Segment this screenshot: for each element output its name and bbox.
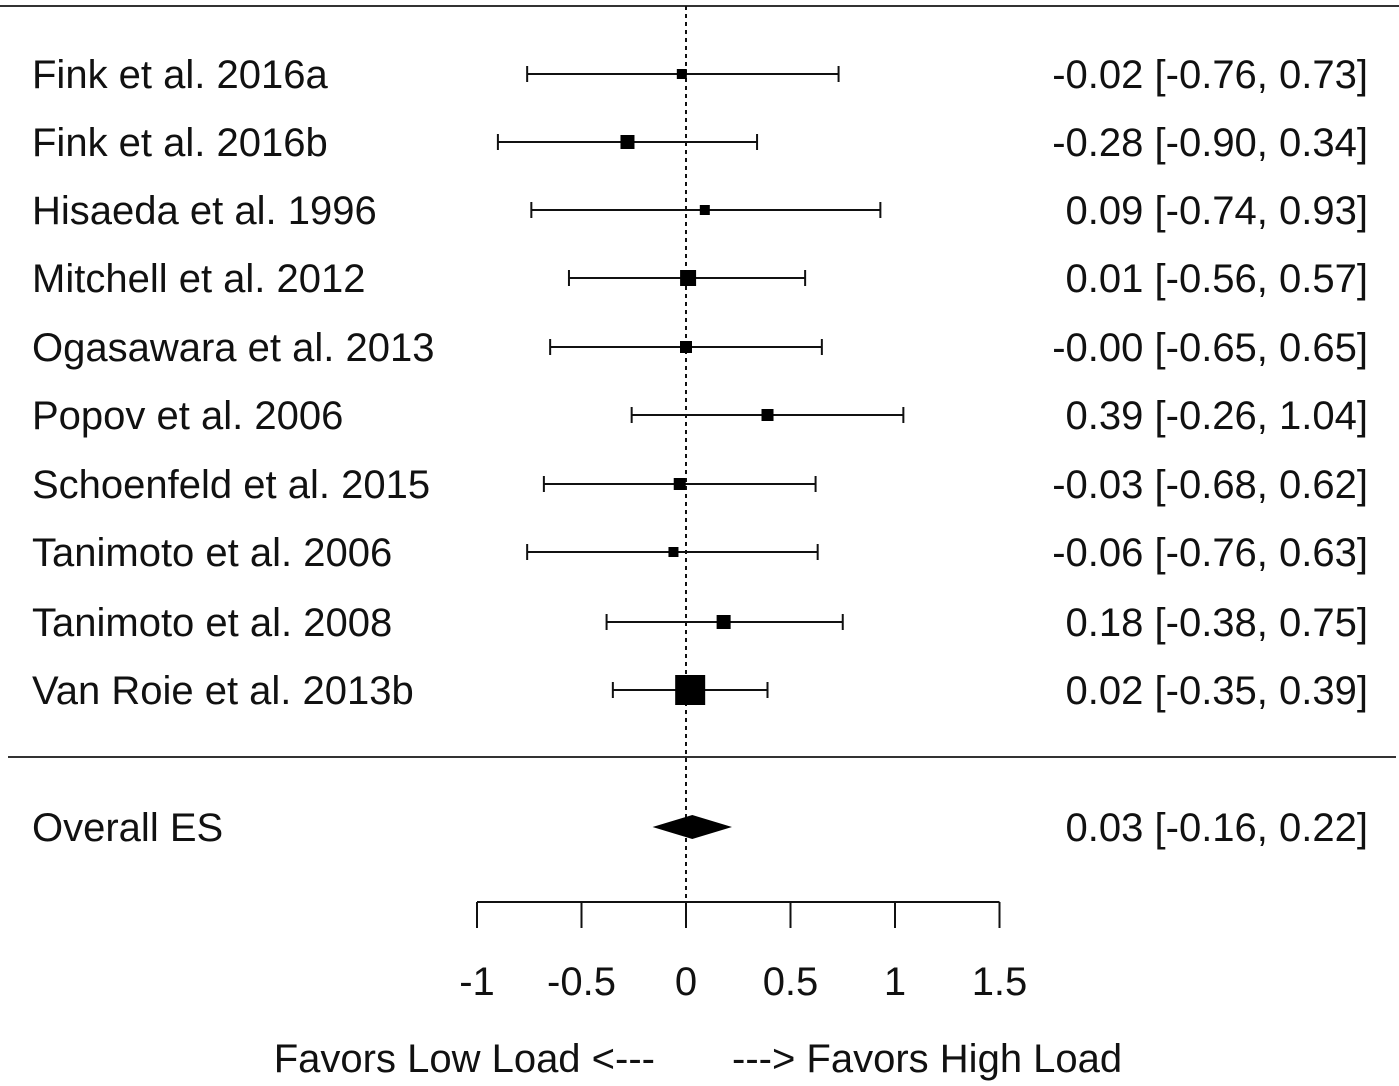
- study-row: Mitchell et al. 2012 0.01 [-0.56, 0.57]: [32, 257, 1368, 301]
- study-label: Tanimoto et al. 2006: [32, 531, 392, 575]
- effect-size-text: -0.02 [-0.76, 0.73]: [1052, 53, 1368, 97]
- effect-size-text: 0.18 [-0.38, 0.75]: [1066, 601, 1368, 645]
- study-row: Ogasawara et al. 2013 -0.00 [-0.65, 0.65]: [32, 326, 1368, 370]
- effect-size-text: -0.03 [-0.68, 0.62]: [1052, 463, 1368, 507]
- effect-size-marker: [680, 341, 692, 353]
- study-row: Popov et al. 2006 0.39 [-0.26, 1.04]: [32, 394, 1368, 438]
- effect-size-text: 0.39 [-0.26, 1.04]: [1066, 394, 1368, 438]
- study-row: Hisaeda et al. 1996 0.09 [-0.74, 0.93]: [32, 189, 1368, 233]
- study-label: Ogasawara et al. 2013: [32, 326, 434, 370]
- effect-size-marker: [620, 135, 635, 149]
- x-tick-label: 0: [675, 960, 697, 1004]
- xlabel-left: Favors Low Load <---: [274, 1037, 655, 1081]
- effect-size-text: 0.09 [-0.74, 0.93]: [1066, 189, 1368, 233]
- overall-effect-text: 0.03 [-0.16, 0.22]: [1066, 806, 1368, 850]
- study-row: Tanimoto et al. 2006 -0.06 [-0.76, 0.63]: [32, 531, 1368, 575]
- effect-size-marker: [676, 69, 687, 79]
- study-row: Van Roie et al. 2013b 0.02 [-0.35, 0.39]: [32, 669, 1368, 713]
- effect-size-text: -0.00 [-0.65, 0.65]: [1052, 326, 1368, 370]
- effect-size-marker: [680, 270, 697, 286]
- x-tick-label: -1: [459, 960, 495, 1004]
- effect-size-marker: [668, 547, 679, 557]
- x-tick-label: 0.5: [763, 960, 819, 1004]
- x-tick-label: 1: [884, 960, 906, 1004]
- effect-size-marker: [699, 205, 710, 215]
- study-label: Schoenfeld et al. 2015: [32, 463, 430, 507]
- x-tick-label: 1.5: [972, 960, 1028, 1004]
- effect-size-text: 0.02 [-0.35, 0.39]: [1066, 669, 1368, 713]
- overall-label: Overall ES: [32, 806, 223, 850]
- xlabel-right: ---> Favors High Load: [732, 1037, 1122, 1081]
- effect-size-marker: [716, 615, 731, 629]
- study-label: Fink et al. 2016a: [32, 53, 328, 97]
- study-label: Van Roie et al. 2013b: [32, 669, 414, 713]
- effect-size-marker: [675, 675, 706, 705]
- effect-size-text: -0.06 [-0.76, 0.63]: [1052, 531, 1368, 575]
- study-row: Schoenfeld et al. 2015 -0.03 [-0.68, 0.62…: [32, 463, 1368, 507]
- overall-diamond: [652, 815, 732, 839]
- study-label: Mitchell et al. 2012: [32, 257, 366, 301]
- effect-size-text: 0.01 [-0.56, 0.57]: [1066, 257, 1368, 301]
- study-row: Fink et al. 2016a -0.02 [-0.76, 0.73]: [32, 53, 1368, 97]
- effect-size-marker: [761, 409, 774, 421]
- study-label: Popov et al. 2006: [32, 394, 343, 438]
- effect-size-marker: [673, 478, 686, 490]
- study-label: Fink et al. 2016b: [32, 121, 328, 165]
- effect-size-text: -0.28 [-0.90, 0.34]: [1052, 121, 1368, 165]
- x-tick-label: -0.5: [547, 960, 616, 1004]
- study-label: Tanimoto et al. 2008: [32, 601, 392, 645]
- study-row: Fink et al. 2016b -0.28 [-0.90, 0.34]: [32, 121, 1368, 165]
- study-label: Hisaeda et al. 1996: [32, 189, 377, 233]
- study-row: Tanimoto et al. 2008 0.18 [-0.38, 0.75]: [32, 601, 1368, 645]
